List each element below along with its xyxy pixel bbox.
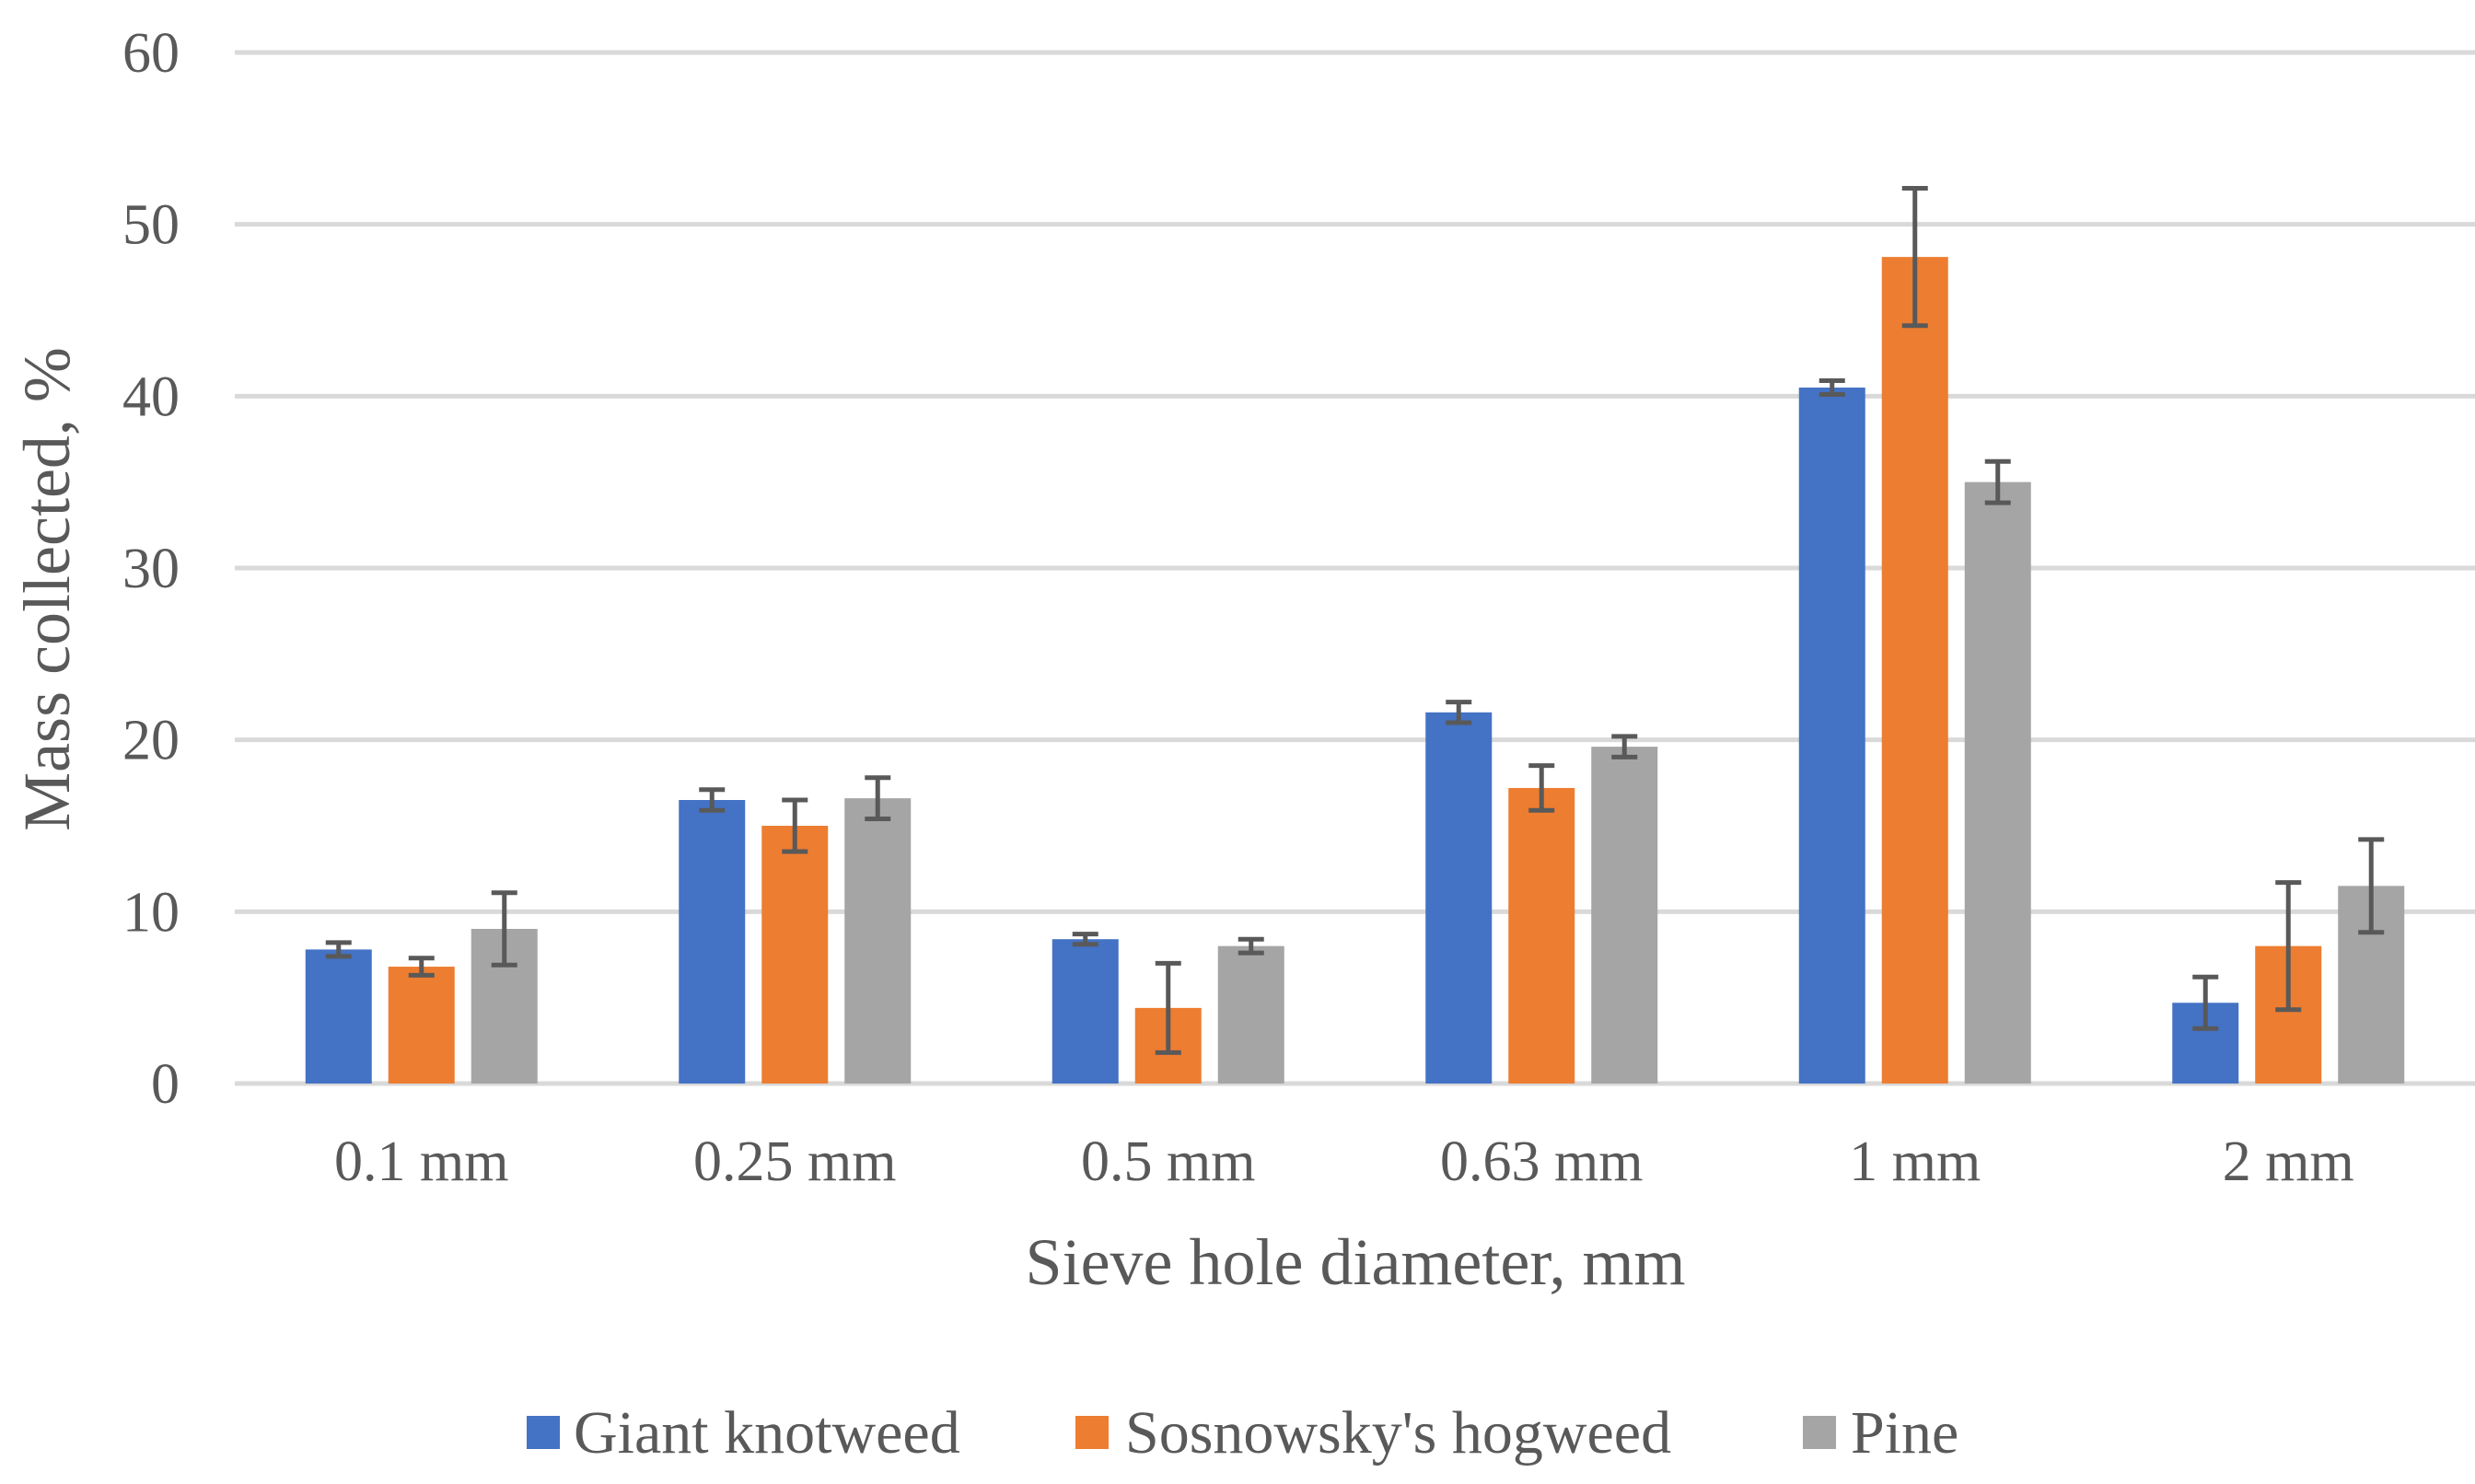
legend-label: Pine (1851, 1399, 1958, 1467)
y-tick-label: 20 (122, 710, 180, 772)
bar-pine-3 (1591, 747, 1658, 1084)
legend-swatch (1075, 1416, 1109, 1449)
legend-swatch (1803, 1416, 1836, 1449)
error-bar (325, 940, 352, 959)
x-tick-label: 0.63 mm (1440, 1130, 1643, 1193)
bar-pine-2 (1217, 945, 1284, 1084)
x-tick-label: 0.25 mm (693, 1130, 896, 1193)
error-bar (1611, 734, 1638, 759)
error-bar (491, 890, 517, 968)
error-bar (1238, 936, 1264, 956)
x-tick-label: 1 mm (1849, 1130, 1981, 1193)
bar-giant-knotweed-4 (1798, 388, 1865, 1084)
error-bar (865, 775, 891, 822)
legend-label: Sosnowsky's hogweed (1125, 1399, 1671, 1467)
legend: Giant knotweed Sosnowsky's hogweed Pine (527, 1399, 1958, 1467)
bar-giant-knotweed-2 (1052, 939, 1119, 1084)
bar-giant-knotweed-3 (1425, 712, 1493, 1084)
bar-series (305, 257, 2405, 1084)
y-tick-label: 50 (122, 194, 180, 257)
bar-giant-knotweed-1 (679, 800, 746, 1084)
error-bar (1446, 700, 1472, 725)
x-axis-ticks: 0.1 mm 0.25 mm 0.5 mm 0.63 mm 1 mm 2 mm (334, 1130, 2354, 1193)
error-bar (1901, 185, 1928, 329)
error-bar (2358, 837, 2385, 935)
error-bar (1984, 458, 2011, 505)
error-bar (1155, 960, 1181, 1055)
error-bar (699, 787, 726, 813)
y-tick-label: 30 (122, 538, 180, 600)
error-bar (1528, 763, 1555, 813)
y-tick-label: 60 (122, 22, 180, 85)
legend-swatch (527, 1416, 560, 1449)
error-bar (408, 956, 435, 978)
bar-giant-knotweed-0 (305, 949, 372, 1084)
y-tick-label: 40 (122, 365, 180, 428)
error-bar (1818, 378, 1845, 397)
bar-pine-1 (844, 798, 912, 1084)
x-tick-label: 0.1 mm (334, 1130, 508, 1193)
bar-sosnowsky-s-hogweed-4 (1881, 257, 1948, 1084)
x-axis-title: Sieve hole diameter, mm (1026, 1225, 1686, 1299)
error-bar (2275, 880, 2302, 1013)
legend-label: Giant knotweed (574, 1399, 960, 1467)
error-bar (1072, 932, 1098, 947)
y-axis-title: Mass collected, % (10, 347, 84, 831)
gridlines (235, 50, 2475, 1086)
bar-sosnowsky-s-hogweed-1 (761, 826, 829, 1084)
error-bar (2192, 974, 2219, 1031)
x-tick-label: 0.5 mm (1081, 1130, 1255, 1193)
bar-sosnowsky-s-hogweed-0 (388, 967, 455, 1084)
y-axis-ticks: 0 10 20 30 40 50 60 (122, 22, 180, 1116)
error-bar (782, 797, 808, 854)
y-tick-label: 0 (151, 1053, 180, 1116)
y-tick-label: 10 (122, 881, 180, 944)
bar-sosnowsky-s-hogweed-3 (1508, 787, 1575, 1084)
bar-pine-4 (1964, 481, 2031, 1084)
error-bars (325, 185, 2385, 1055)
x-tick-label: 2 mm (2223, 1130, 2354, 1193)
